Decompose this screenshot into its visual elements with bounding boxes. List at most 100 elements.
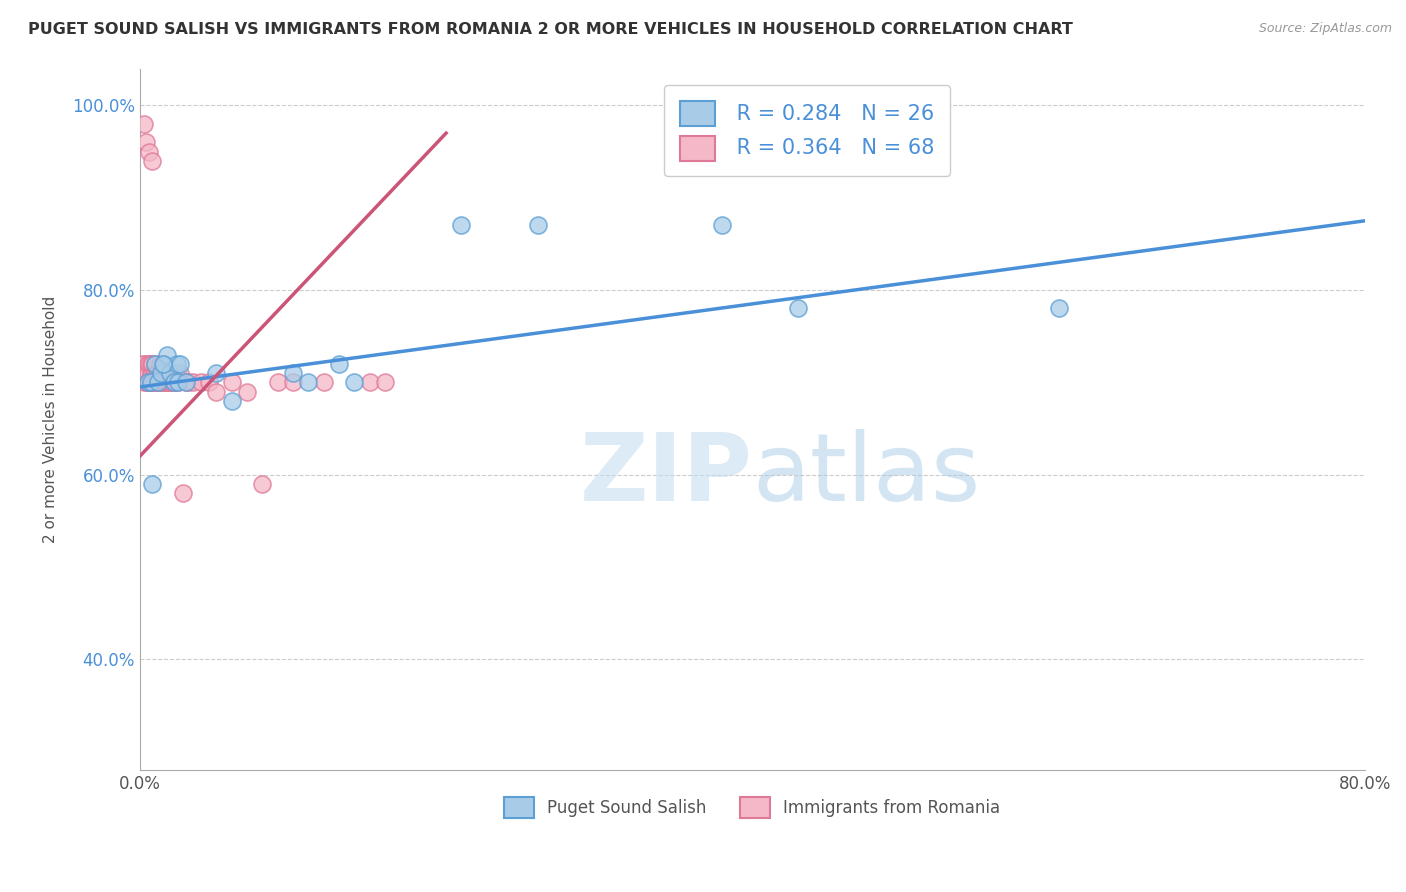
Point — [343, 376, 366, 390]
Point — [328, 357, 350, 371]
Text: PUGET SOUND SALISH VS IMMIGRANTS FROM ROMANIA 2 OR MORE VEHICLES IN HOUSEHOLD CO: PUGET SOUND SALISH VS IMMIGRANTS FROM RO… — [28, 22, 1073, 37]
Point — [205, 366, 228, 380]
Point — [162, 376, 184, 390]
Point — [252, 476, 274, 491]
Point — [160, 376, 183, 390]
Point — [149, 357, 172, 371]
Point — [312, 376, 335, 390]
Point — [281, 366, 304, 380]
Point — [150, 366, 173, 380]
Point — [132, 357, 155, 371]
Point — [136, 357, 159, 371]
Point — [138, 357, 160, 371]
Point — [138, 376, 160, 390]
Point — [527, 219, 550, 233]
Point — [159, 366, 181, 380]
Point — [153, 366, 176, 380]
Point — [139, 366, 162, 380]
Y-axis label: 2 or more Vehicles in Household: 2 or more Vehicles in Household — [44, 295, 58, 543]
Point — [148, 366, 170, 380]
Point — [143, 357, 166, 371]
Point — [150, 376, 173, 390]
Point — [190, 376, 212, 390]
Point — [183, 376, 205, 390]
Point — [710, 219, 733, 233]
Point — [139, 357, 162, 371]
Point — [156, 366, 179, 380]
Point — [145, 366, 167, 380]
Point — [141, 366, 163, 380]
Point — [134, 376, 156, 390]
Point — [156, 348, 179, 362]
Point — [172, 486, 194, 500]
Point — [136, 376, 159, 390]
Text: Source: ZipAtlas.com: Source: ZipAtlas.com — [1258, 22, 1392, 36]
Point — [138, 145, 160, 159]
Point — [152, 366, 174, 380]
Point — [139, 376, 162, 390]
Point — [205, 384, 228, 399]
Point — [150, 366, 173, 380]
Point — [167, 376, 190, 390]
Point — [148, 376, 170, 390]
Point — [142, 366, 165, 380]
Point — [136, 366, 159, 380]
Point — [141, 476, 163, 491]
Point — [143, 376, 166, 390]
Point — [159, 376, 181, 390]
Point — [165, 376, 187, 390]
Point — [142, 376, 165, 390]
Point — [281, 376, 304, 390]
Point — [143, 357, 166, 371]
Point — [141, 153, 163, 168]
Point — [156, 376, 179, 390]
Point — [153, 357, 176, 371]
Point — [1047, 301, 1070, 316]
Point — [174, 376, 197, 390]
Point — [135, 136, 157, 150]
Point — [359, 376, 381, 390]
Point — [148, 376, 170, 390]
Point — [143, 366, 166, 380]
Point — [157, 376, 180, 390]
Point — [149, 366, 172, 380]
Point — [162, 366, 184, 380]
Point — [197, 376, 219, 390]
Point — [166, 366, 188, 380]
Point — [134, 357, 156, 371]
Point — [221, 376, 243, 390]
Point — [134, 117, 156, 131]
Point — [177, 376, 200, 390]
Point — [139, 376, 162, 390]
Point — [174, 376, 197, 390]
Point — [169, 366, 191, 380]
Text: ZIP: ZIP — [579, 429, 752, 522]
Point — [135, 366, 157, 380]
Point — [166, 357, 188, 371]
Legend: Puget Sound Salish, Immigrants from Romania: Puget Sound Salish, Immigrants from Roma… — [498, 790, 1007, 825]
Point — [787, 301, 810, 316]
Point — [152, 357, 174, 371]
Point — [297, 376, 319, 390]
Point — [152, 357, 174, 371]
Point — [169, 357, 191, 371]
Point — [374, 376, 396, 390]
Text: atlas: atlas — [752, 429, 980, 522]
Point — [145, 376, 167, 390]
Point — [221, 393, 243, 408]
Point — [155, 376, 177, 390]
Point — [236, 384, 259, 399]
Point — [167, 376, 190, 390]
Point — [155, 366, 177, 380]
Point — [135, 376, 157, 390]
Point — [141, 376, 163, 390]
Point — [152, 376, 174, 390]
Point — [149, 376, 172, 390]
Point — [153, 376, 176, 390]
Point — [141, 357, 163, 371]
Point — [159, 366, 181, 380]
Point — [162, 376, 184, 390]
Point — [136, 376, 159, 390]
Point — [266, 376, 288, 390]
Point — [450, 219, 472, 233]
